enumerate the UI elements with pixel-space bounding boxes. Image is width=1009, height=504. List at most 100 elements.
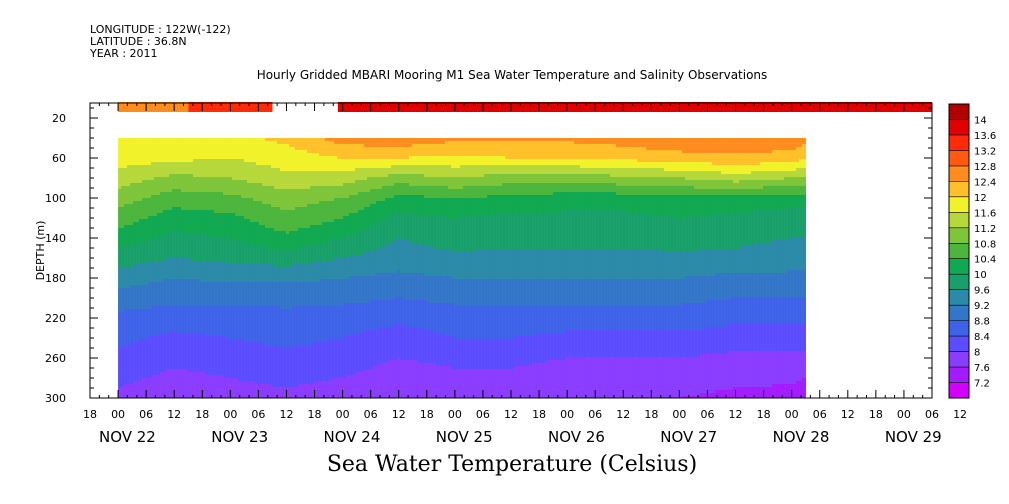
temperature-cell: [445, 177, 448, 180]
temperature-cell: [280, 195, 283, 198]
temperature-cell: [553, 174, 556, 177]
temperature-cell: [274, 195, 277, 198]
temperature-cell: [724, 171, 727, 174]
temperature-cell: [388, 171, 391, 174]
temperature-cell: [586, 201, 589, 204]
temperature-cell: [130, 177, 133, 180]
temperature-cell: [223, 189, 226, 192]
temperature-cell: [589, 171, 592, 174]
temperature-cell: [436, 171, 439, 174]
temperature-cell: [271, 138, 274, 141]
temperature-cell: [538, 150, 541, 153]
temperature-cell: [754, 189, 757, 192]
temperature-cell: [298, 186, 301, 189]
temperature-cell: [802, 162, 805, 165]
temperature-cell: [688, 195, 691, 198]
temperature-cell: [289, 195, 292, 198]
temperature-cell: [130, 156, 133, 159]
temperature-cell: [718, 159, 721, 162]
temperature-cell: [694, 174, 697, 177]
temperature-cell: [391, 141, 394, 144]
temperature-cell: [274, 189, 277, 192]
temperature-cell: [466, 156, 469, 159]
temperature-cell: [136, 177, 139, 180]
temperature-cell: [418, 144, 421, 147]
temperature-cell: [124, 156, 127, 159]
temperature-cell: [316, 162, 319, 165]
temperature-cell: [427, 138, 430, 141]
temperature-cell: [595, 180, 598, 183]
temperature-cell: [208, 201, 211, 204]
temperature-cell: [415, 138, 418, 141]
temperature-cell: [520, 195, 523, 198]
temperature-cell: [178, 177, 181, 180]
temperature-cell: [529, 195, 532, 198]
temperature-cell: [607, 150, 610, 153]
temperature-cell: [664, 171, 667, 174]
temperature-cell: [739, 174, 742, 177]
temperature-cell: [406, 174, 409, 177]
temperature-cell: [247, 177, 250, 180]
temperature-cell: [328, 150, 331, 153]
temperature-cell: [667, 195, 670, 198]
temperature-cell: [172, 192, 175, 195]
temperature-cell: [349, 177, 352, 180]
temperature-cell: [274, 183, 277, 186]
temperature-cell: [541, 189, 544, 192]
temperature-cell: [511, 162, 514, 165]
temperature-cell: [358, 168, 361, 171]
temperature-cell: [697, 153, 700, 156]
temperature-cell: [787, 168, 790, 171]
temperature-cell: [577, 192, 580, 195]
temperature-cell: [160, 171, 163, 174]
temperature-cell: [169, 195, 172, 198]
temperature-cell: [508, 198, 511, 201]
temperature-cell: [409, 159, 412, 162]
temperature-cell: [316, 165, 319, 168]
temperature-cell: [424, 147, 427, 150]
temperature-cell: [157, 198, 160, 201]
temperature-cell: [304, 198, 307, 201]
temperature-cell: [802, 198, 805, 201]
temperature-cell: [370, 153, 373, 156]
temperature-cell: [340, 201, 343, 204]
temperature-cell: [415, 177, 418, 180]
temperature-cell: [406, 156, 409, 159]
temperature-cell: [616, 162, 619, 165]
temperature-cell: [139, 192, 142, 195]
temperature-cell: [709, 183, 712, 186]
temperature-cell: [478, 153, 481, 156]
temperature-cell: [598, 198, 601, 201]
temperature-cell: [427, 183, 430, 186]
temperature-cell: [499, 150, 502, 153]
temperature-cell: [397, 165, 400, 168]
temperature-cell: [736, 150, 739, 153]
temperature-cell: [262, 153, 265, 156]
temperature-cell: [709, 174, 712, 177]
temperature-cell: [730, 156, 733, 159]
temperature-cell: [244, 147, 247, 150]
temperature-cell: [178, 165, 181, 168]
temperature-cell: [532, 183, 535, 186]
temperature-cell: [418, 165, 421, 168]
temperature-cell: [727, 150, 730, 153]
temperature-cell: [310, 156, 313, 159]
temperature-cell: [346, 165, 349, 168]
temperature-cell: [271, 177, 274, 180]
temperature-cell: [322, 165, 325, 168]
temperature-cell: [172, 150, 175, 153]
temperature-cell: [697, 186, 700, 189]
temperature-cell: [706, 189, 709, 192]
temperature-cell: [793, 183, 796, 186]
temperature-cell: [493, 177, 496, 180]
temperature-cell: [298, 150, 301, 153]
temperature-cell: [325, 141, 328, 144]
temperature-cell: [274, 165, 277, 168]
temperature-cell: [205, 180, 208, 183]
temperature-cell: [703, 162, 706, 165]
temperature-cell: [154, 201, 157, 204]
temperature-cell: [151, 153, 154, 156]
temperature-cell: [646, 180, 649, 183]
temperature-cell: [628, 147, 631, 150]
temperature-cell: [133, 171, 136, 174]
